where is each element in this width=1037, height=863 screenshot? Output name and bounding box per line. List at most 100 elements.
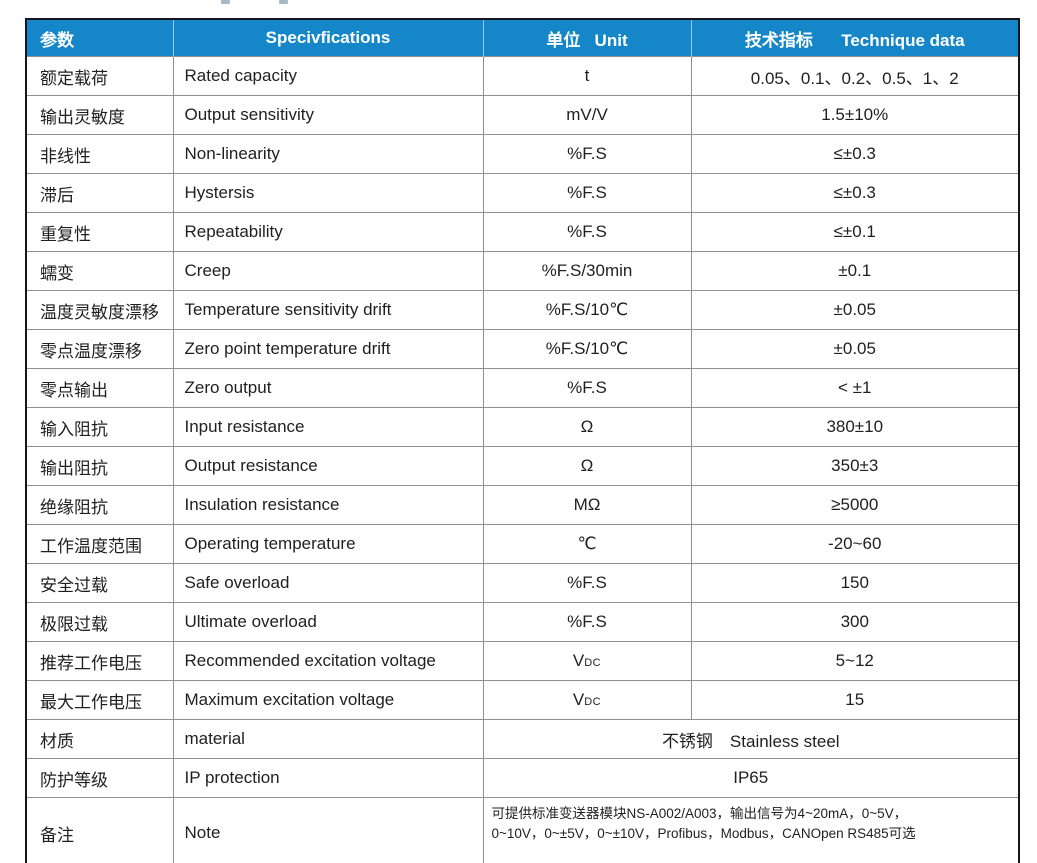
table-row: 重复性 Repeatability %F.S ≤±0.1	[25, 212, 1020, 252]
param-name-cn: 非线性	[25, 134, 174, 174]
table-row: 输出灵敏度 Output sensitivity mV/V 1.5±10%	[25, 95, 1020, 135]
param-name-en: Insulation resistance	[172, 485, 484, 525]
unit-cell: %F.S	[482, 563, 692, 603]
technique-data-cell: ≤±0.3	[690, 134, 1020, 174]
table-row: 备注 Note 可提供标准变送器模块NS-A002/A003，输出信号为4~20mA…	[25, 797, 1020, 863]
table-row: 蠕变 Creep %F.S/30min ±0.1	[25, 251, 1020, 291]
param-name-cn: 额定载荷	[25, 56, 174, 96]
param-name-cn: 备注	[25, 797, 174, 863]
param-name-en: Zero point temperature drift	[172, 329, 484, 369]
unit-cell: %F.S	[482, 368, 692, 408]
unit-cell: Ω	[482, 446, 692, 486]
param-name-cn: 绝缘阻抗	[25, 485, 174, 525]
table-row: 最大工作电压 Maximum excitation voltage VDC 15	[25, 680, 1020, 720]
technique-data-cell: 380±10	[690, 407, 1020, 447]
technique-data-cell: ≤±0.1	[690, 212, 1020, 252]
param-name-cn: 温度灵敏度漂移	[25, 290, 174, 330]
header-param: 参数	[26, 19, 173, 57]
table-row: 滞后 Hystersis %F.S ≤±0.3	[25, 173, 1020, 213]
unit-cell: VDC	[482, 680, 692, 720]
table-row: 零点输出 Zero output %F.S < ±1	[25, 368, 1020, 408]
table-row: 工作温度范围 Operating temperature ℃ -20~60	[25, 524, 1020, 564]
technique-data-cell: -20~60	[690, 524, 1020, 564]
technique-data-cell: ±0.05	[690, 290, 1020, 330]
table-row: 安全过载 Safe overload %F.S 150	[25, 563, 1020, 603]
table-row: 额定载荷 Rated capacity t 0.05、0.1、0.2、0.5、1、2	[25, 56, 1020, 96]
param-name-cn: 防护等级	[25, 758, 174, 798]
param-name-cn: 输入阻抗	[25, 407, 174, 447]
technique-data-cell: ≤±0.3	[690, 173, 1020, 213]
param-name-cn: 重复性	[25, 212, 174, 252]
param-name-en: Zero output	[172, 368, 484, 408]
param-name-en: Output sensitivity	[172, 95, 484, 135]
technique-data-cell: 350±3	[690, 446, 1020, 486]
param-name-cn: 滞后	[25, 173, 174, 213]
param-name-en: Hystersis	[172, 173, 484, 213]
unit-cell: ℃	[482, 524, 692, 564]
param-name-cn: 最大工作电压	[25, 680, 174, 720]
technique-data-cell: 5~12	[690, 641, 1020, 681]
note-text: 可提供标准变送器模块NS-A002/A003，输出信号为4~20mA，0~5V，…	[482, 797, 1020, 863]
technique-data-cell: ±0.05	[690, 329, 1020, 369]
technique-data-cell: 15	[690, 680, 1020, 720]
technique-data-cell: 150	[690, 563, 1020, 603]
param-name-en: Non-linearity	[172, 134, 484, 174]
param-name-en: material	[172, 719, 484, 759]
cropped-heading-fragment	[221, 0, 230, 4]
param-name-cn: 输出灵敏度	[25, 95, 174, 135]
unit-cell: %F.S/10℃	[482, 290, 692, 330]
table-row: 非线性 Non-linearity %F.S ≤±0.3	[25, 134, 1020, 174]
cropped-heading-fragment	[279, 0, 288, 4]
param-name-en: Output resistance	[172, 446, 484, 486]
table-body: 额定载荷 Rated capacity t 0.05、0.1、0.2、0.5、1、2 输…	[25, 56, 1020, 863]
unit-cell: Ω	[482, 407, 692, 447]
unit-cell: %F.S	[482, 134, 692, 174]
table-row: 绝缘阻抗 Insulation resistance MΩ ≥5000	[25, 485, 1020, 525]
table-row: 零点温度漂移 Zero point temperature drift %F.S/1…	[25, 329, 1020, 369]
param-name-en: Creep	[172, 251, 484, 291]
merged-value: 不锈钢 Stainless steel	[482, 719, 1020, 759]
param-name-cn: 推荐工作电压	[25, 641, 174, 681]
table-header: 参数 Specivfications 单位 Unit 技术指标 Techniqu…	[26, 19, 1019, 57]
unit-cell: mV/V	[482, 95, 692, 135]
unit-cell: %F.S	[482, 602, 692, 642]
technique-data-cell: 0.05、0.1、0.2、0.5、1、2	[690, 56, 1020, 96]
technique-data-cell: ±0.1	[690, 251, 1020, 291]
param-name-cn: 极限过载	[25, 602, 174, 642]
header-technique-data: 技术指标 Technique data	[690, 19, 1019, 57]
param-name-en: Recommended excitation voltage	[172, 641, 484, 681]
unit-cell: VDC	[482, 641, 692, 681]
merged-value: IP65	[482, 758, 1020, 798]
param-name-cn: 零点输出	[25, 368, 174, 408]
param-name-cn: 安全过载	[25, 563, 174, 603]
unit-cell: %F.S	[482, 173, 692, 213]
unit-cell: %F.S/30min	[482, 251, 692, 291]
param-name-en: Input resistance	[172, 407, 484, 447]
specifications-table: 参数 Specivfications 单位 Unit 技术指标 Techniqu…	[25, 18, 1020, 863]
header-unit: 单位 Unit	[482, 19, 691, 57]
table-row: 输出阻抗 Output resistance Ω 350±3	[25, 446, 1020, 486]
unit-cell: MΩ	[482, 485, 692, 525]
param-name-en: IP protection	[172, 758, 484, 798]
param-name-en: Rated capacity	[172, 56, 484, 96]
technique-data-cell: ≥5000	[690, 485, 1020, 525]
table-row: 材质 material 不锈钢 Stainless steel	[25, 719, 1020, 759]
param-name-en: Ultimate overload	[172, 602, 484, 642]
param-name-cn: 输出阻抗	[25, 446, 174, 486]
param-name-en: Temperature sensitivity drift	[172, 290, 484, 330]
param-name-cn: 零点温度漂移	[25, 329, 174, 369]
param-name-cn: 材质	[25, 719, 174, 759]
header-specifications: Specivfications	[172, 19, 483, 57]
param-name-en: Safe overload	[172, 563, 484, 603]
table-row: 温度灵敏度漂移 Temperature sensitivity drift %F.S…	[25, 290, 1020, 330]
param-name-en: Repeatability	[172, 212, 484, 252]
param-name-en: Operating temperature	[172, 524, 484, 564]
technique-data-cell: < ±1	[690, 368, 1020, 408]
unit-cell: %F.S	[482, 212, 692, 252]
unit-cell: t	[482, 56, 692, 96]
table-row: 极限过载 Ultimate overload %F.S 300	[25, 602, 1020, 642]
table-row: 输入阻抗 Input resistance Ω 380±10	[25, 407, 1020, 447]
table-row: 推荐工作电压 Recommended excitation voltage VDC 5…	[25, 641, 1020, 681]
technique-data-cell: 1.5±10%	[690, 95, 1020, 135]
